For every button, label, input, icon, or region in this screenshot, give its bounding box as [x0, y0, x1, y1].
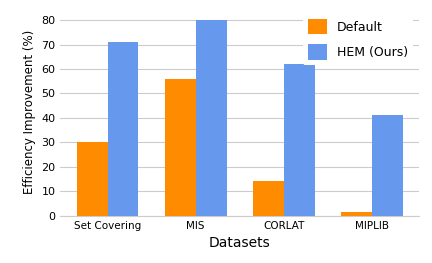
Bar	[77, 142, 108, 216]
Bar	[341, 212, 372, 216]
Bar	[372, 115, 403, 216]
Bar	[253, 181, 284, 216]
Bar	[108, 42, 138, 216]
X-axis label: Datasets: Datasets	[209, 236, 270, 250]
Bar	[196, 20, 226, 216]
Y-axis label: Efficiency Improvement (%): Efficiency Improvement (%)	[23, 30, 36, 194]
Legend: Default, HEM (Ours): Default, HEM (Ours)	[303, 14, 413, 65]
Bar	[284, 64, 314, 216]
Bar	[165, 79, 196, 216]
